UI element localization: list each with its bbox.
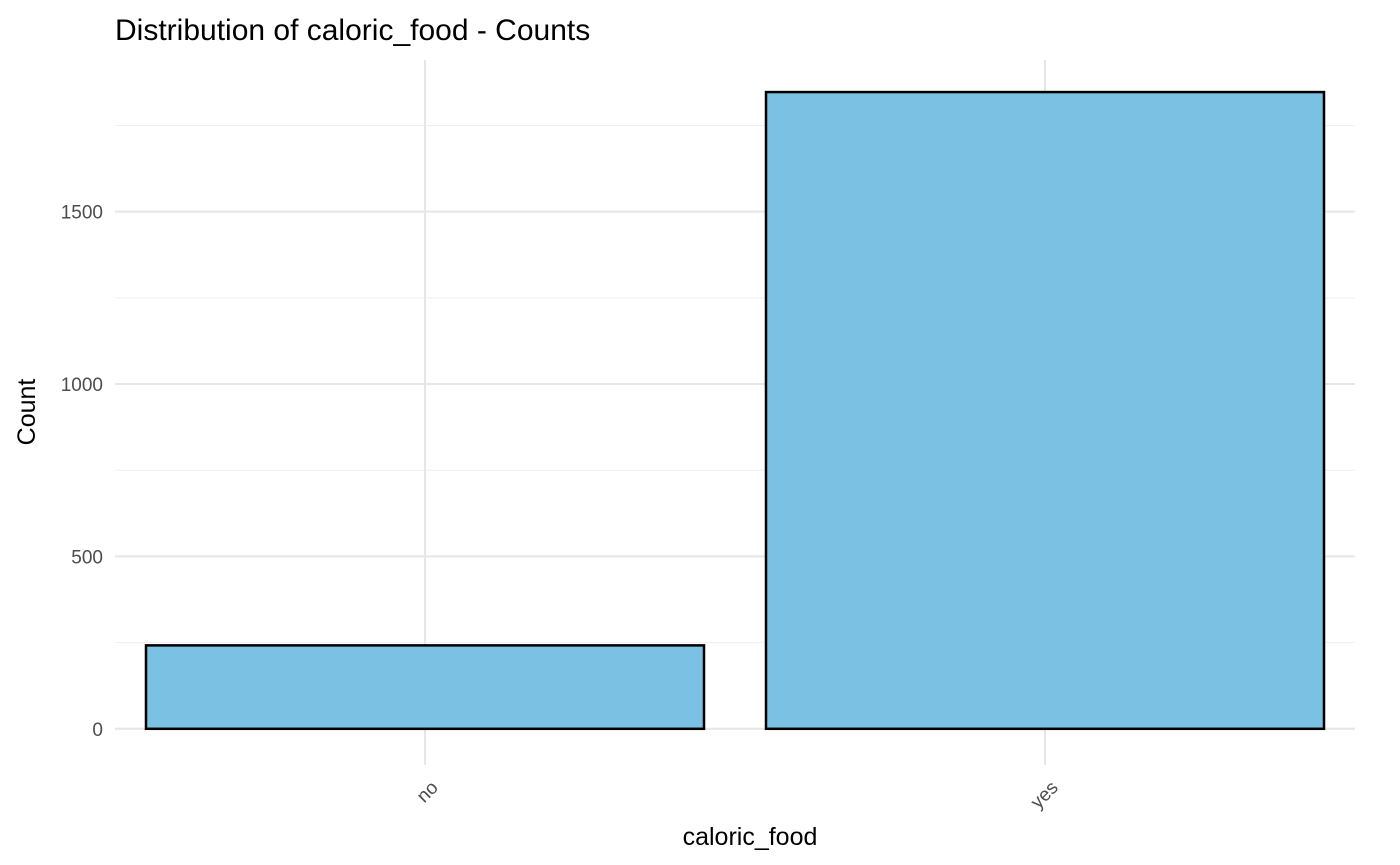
- bars: [144, 90, 1326, 731]
- y-tick-label: 1500: [61, 203, 103, 224]
- x-tick-label-no: no: [413, 777, 443, 807]
- bar-yes: [764, 90, 1326, 731]
- y-tick-labels: 0 500 1000 1500: [61, 203, 103, 741]
- chart-title: Distribution of caloric_food - Counts: [115, 14, 590, 47]
- bar-no: [144, 644, 706, 731]
- x-tick-label-yes: yes: [1027, 777, 1063, 813]
- y-tick-label: 0: [92, 720, 103, 741]
- y-tick-label: 500: [71, 547, 103, 568]
- x-tick-labels: no yes: [413, 777, 1063, 813]
- x-axis-title: caloric_food: [683, 823, 818, 851]
- y-tick-label: 1000: [61, 375, 103, 396]
- y-axis-title: Count: [13, 379, 41, 446]
